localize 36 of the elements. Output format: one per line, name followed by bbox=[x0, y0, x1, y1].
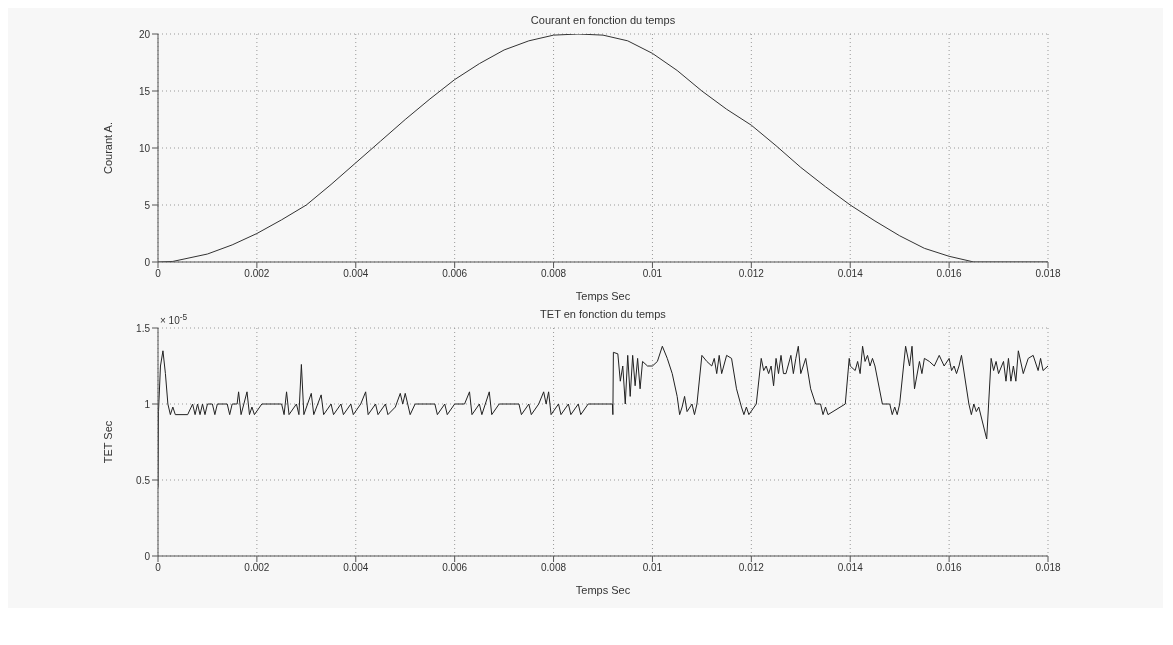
x-tick-label: 0.008 bbox=[541, 268, 567, 280]
y-tick-label: 0.5 bbox=[136, 474, 151, 486]
y-tick-label: 5 bbox=[144, 199, 151, 211]
x-tick-label: 0.014 bbox=[837, 562, 864, 574]
y-tick-label: 0 bbox=[144, 256, 151, 268]
x-axis-title: Temps Sec bbox=[575, 290, 631, 302]
x-tick-label: 0.002 bbox=[244, 562, 270, 574]
x-axis-title: Temps Sec bbox=[575, 584, 631, 596]
x-tick-label: 0.006 bbox=[442, 268, 468, 280]
x-tick-label: 0.008 bbox=[541, 562, 567, 574]
y-tick-label: 1 bbox=[144, 398, 151, 410]
x-tick-label: 0.016 bbox=[936, 562, 963, 574]
y-tick-label: 10 bbox=[138, 142, 151, 154]
y-axis-title: TET Sec bbox=[101, 420, 114, 464]
x-tick-label: 0.004 bbox=[343, 268, 369, 280]
y-axis-title: Courant A. bbox=[101, 122, 114, 174]
y-tick-label: 0 bbox=[144, 550, 151, 562]
x-tick-label: 0.006 bbox=[442, 562, 468, 574]
x-tick-label: 0.012 bbox=[738, 268, 765, 280]
chart-title: TET en fonction du temps bbox=[540, 308, 666, 320]
x-tick-label: 0.01 bbox=[642, 268, 663, 280]
x-tick-label: 0 bbox=[155, 562, 162, 574]
chart-title: Courant en fonction du temps bbox=[529, 14, 677, 26]
y-tick-label: 1.5 bbox=[136, 322, 151, 334]
x-tick-label: 0.014 bbox=[837, 268, 864, 280]
x-tick-label: 0.004 bbox=[343, 562, 369, 574]
x-tick-label: 0.016 bbox=[936, 268, 963, 280]
text: × 10$^{-5}$ bbox=[160, 312, 188, 327]
y-tick-label: 20 bbox=[138, 28, 151, 40]
x-tick-label: 0.018 bbox=[1035, 562, 1061, 574]
x-tick-label: 0.018 bbox=[1035, 268, 1061, 280]
x-tick-label: 0 bbox=[155, 268, 162, 280]
x-tick-label: 0.01 bbox=[642, 562, 663, 574]
x-tick-label: 0.012 bbox=[738, 562, 765, 574]
x-tick-label: 0.002 bbox=[244, 268, 270, 280]
y-tick-label: 15 bbox=[138, 85, 151, 97]
